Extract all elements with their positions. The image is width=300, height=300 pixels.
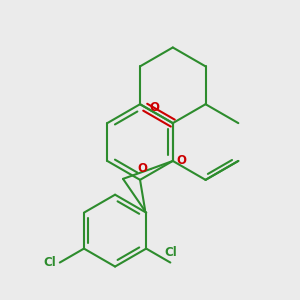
Text: O: O: [177, 154, 187, 167]
Text: Cl: Cl: [43, 256, 56, 269]
Text: O: O: [149, 101, 159, 114]
Text: O: O: [137, 162, 147, 176]
Text: Cl: Cl: [164, 245, 177, 259]
